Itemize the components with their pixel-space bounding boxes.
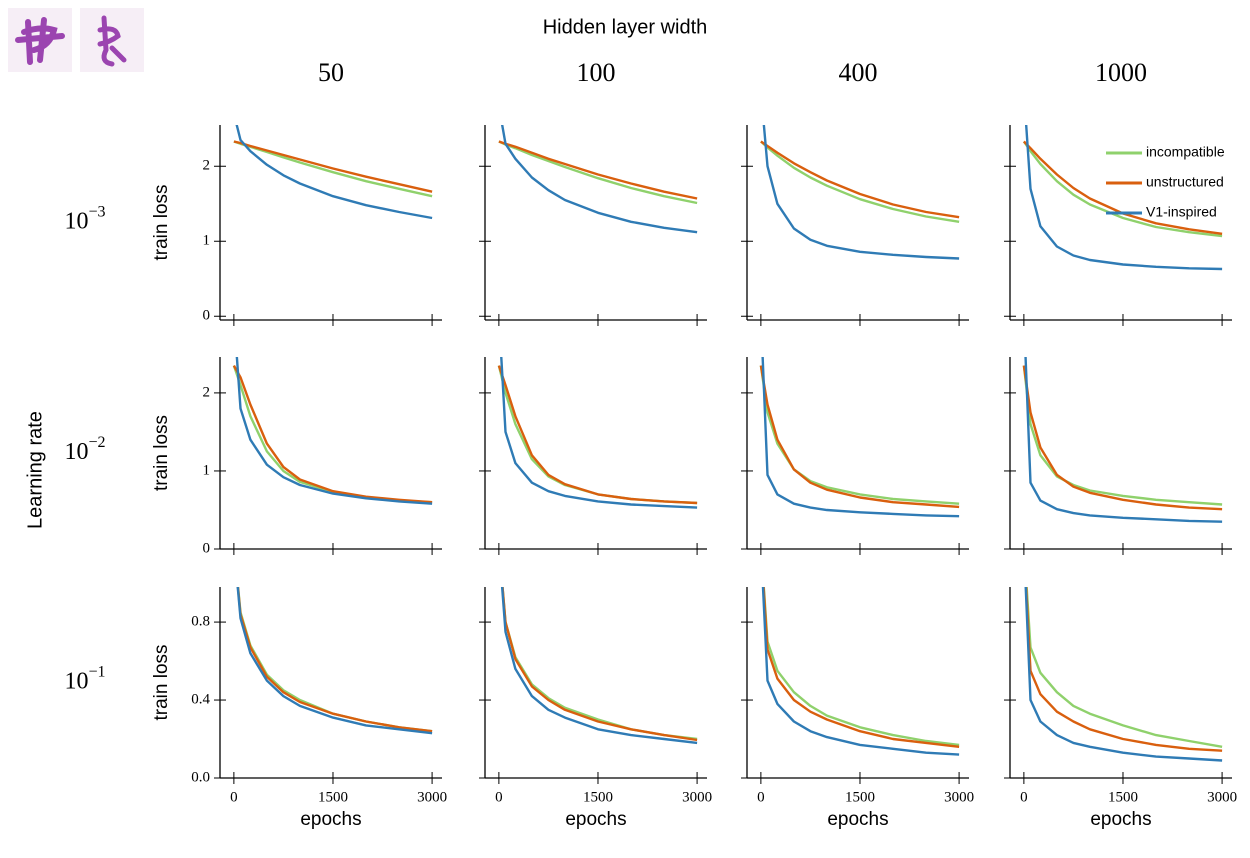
column-label: 100: [577, 58, 616, 87]
panel: [741, 125, 969, 326]
line-series: [232, 365, 433, 504]
line-series: [1024, 357, 1223, 523]
x-tick-label: 1500: [318, 789, 348, 805]
line-series: [236, 587, 433, 733]
y-tick-label: 2: [203, 158, 211, 174]
line-series: [759, 365, 960, 505]
line-series: [501, 587, 698, 741]
x-axis-label: epochs: [827, 809, 888, 830]
x-axis-label: epochs: [565, 809, 626, 830]
x-tick-label: 1500: [1108, 789, 1138, 805]
x-tick-label: 0: [757, 789, 765, 805]
line-series: [1022, 365, 1223, 511]
x-tick-label: 0: [1020, 789, 1028, 805]
line-series: [1023, 140, 1223, 235]
x-tick-label: 3000: [1207, 789, 1237, 805]
y-tick-label: 2: [203, 384, 211, 400]
line-series: [497, 365, 698, 505]
y-tick-label: 0: [203, 540, 211, 556]
row-label-exponent: −2: [88, 434, 105, 451]
line-series: [236, 587, 433, 735]
line-series: [1024, 125, 1223, 271]
y-tick-label: 0: [203, 308, 211, 324]
panel: 0 1 2 train loss: [151, 125, 442, 326]
line-series: [762, 125, 960, 260]
line-series: [761, 357, 960, 518]
row-label-base: 10: [64, 439, 88, 465]
sample-images: [8, 8, 144, 72]
line-series: [761, 587, 960, 756]
legend-label: incompatible: [1146, 144, 1225, 160]
panel: [479, 125, 707, 326]
y-tick-label: 0.4: [191, 691, 210, 707]
panel: incompatible unstructured V1-inspired: [1004, 125, 1232, 326]
legend-label: unstructured: [1146, 174, 1224, 190]
y-tick-label: 1: [203, 462, 211, 478]
column-label: 1000: [1095, 58, 1147, 87]
line-series: [500, 357, 698, 509]
legend-label: V1-inspired: [1146, 204, 1217, 220]
panel: [741, 357, 969, 555]
y-axis-label: train loss: [151, 644, 172, 720]
glyph: [97, 15, 127, 67]
y-tick-label: 1: [203, 233, 211, 249]
line-series: [497, 365, 698, 505]
x-axis-label: epochs: [300, 809, 361, 830]
panel: 0.0 0.4 0.8 0 1500 3000 train loss epochs: [151, 587, 447, 830]
y-tick-label: 0.0: [191, 769, 210, 785]
panel: [1004, 357, 1232, 555]
line-series: [760, 140, 960, 223]
line-series: [1022, 365, 1223, 506]
line-series: [500, 587, 698, 745]
panel: [479, 357, 707, 555]
line-series: [759, 365, 960, 509]
line-series: [1024, 587, 1223, 752]
line-series: [1025, 587, 1223, 748]
line-series: [1022, 140, 1223, 238]
x-tick-label: 1500: [845, 789, 875, 805]
line-series: [235, 357, 433, 505]
x-tick-label: 0: [495, 789, 503, 805]
y-tick-label: 0.8: [191, 614, 210, 630]
y-axis-label: train loss: [151, 184, 172, 260]
line-series: [500, 125, 698, 234]
line-series: [1024, 587, 1223, 762]
line-series: [501, 587, 698, 742]
figure-title: Hidden layer width: [543, 16, 708, 38]
x-tick-label: 3000: [682, 789, 712, 805]
line-series: [233, 140, 433, 193]
x-tick-label: 3000: [944, 789, 974, 805]
column-label: 400: [839, 58, 878, 87]
row-label-base: 10: [64, 208, 88, 234]
line-series: [498, 140, 698, 200]
line-series: [762, 587, 960, 748]
row-label-exponent: −3: [88, 203, 105, 220]
panel: 0 1 2 train loss: [151, 357, 442, 556]
x-axis-label: epochs: [1090, 809, 1151, 830]
x-tick-label: 1500: [583, 789, 613, 805]
panel: 0 1500 3000 epochs: [1004, 587, 1237, 830]
y-axis-label: train loss: [151, 415, 172, 491]
row-label: 10−1: [64, 663, 105, 694]
row-label-base: 10: [64, 668, 88, 694]
x-tick-label: 3000: [417, 789, 447, 805]
x-tick-label: 0: [230, 789, 238, 805]
line-series: [760, 140, 960, 219]
row-title: Learning rate: [24, 411, 46, 529]
panel: 0 1500 3000 epochs: [479, 587, 712, 830]
row-label-exponent: −1: [88, 663, 105, 680]
panel: 0 1500 3000 epochs: [741, 587, 974, 830]
row-label: 10−3: [64, 203, 105, 234]
line-series: [762, 587, 960, 747]
column-label: 50: [318, 58, 344, 87]
line-series: [236, 587, 433, 733]
glyph: [15, 17, 65, 65]
row-label: 10−2: [64, 434, 105, 465]
line-series: [235, 125, 433, 220]
